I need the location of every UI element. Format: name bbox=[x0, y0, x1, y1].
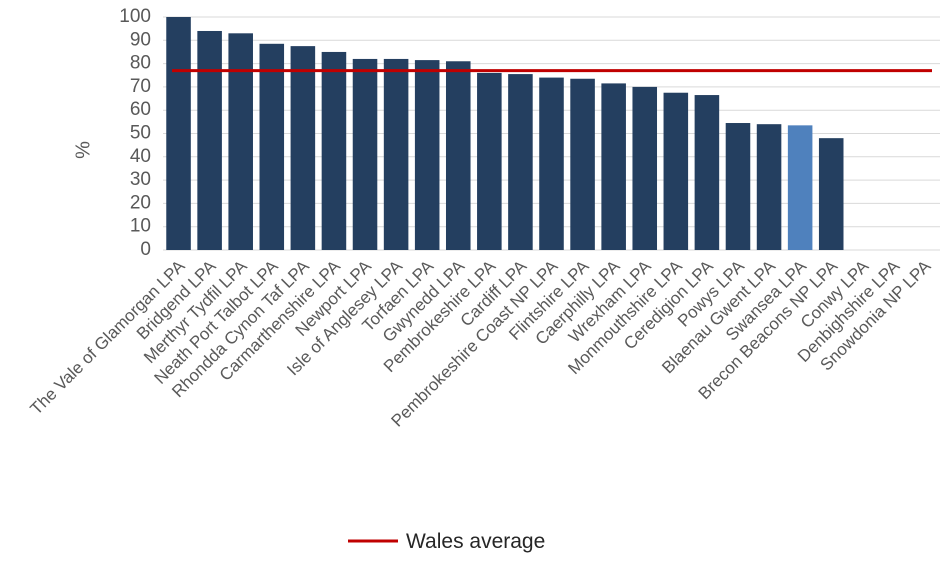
legend-label-wales-average: Wales average bbox=[406, 530, 545, 553]
bar bbox=[228, 33, 253, 251]
bar bbox=[477, 72, 502, 250]
bars bbox=[166, 17, 844, 251]
bar bbox=[166, 17, 191, 250]
y-tick-label: 50 bbox=[130, 123, 151, 144]
bar bbox=[290, 46, 316, 250]
y-tick-label: 10 bbox=[130, 216, 151, 237]
y-tick-label: 40 bbox=[130, 146, 151, 167]
bar bbox=[508, 74, 533, 251]
bar bbox=[352, 58, 378, 250]
y-tick-label: 0 bbox=[140, 239, 151, 260]
bar bbox=[197, 30, 222, 251]
bar bbox=[632, 86, 658, 251]
bar bbox=[321, 51, 347, 251]
y-tick-label: 90 bbox=[130, 29, 151, 50]
bar bbox=[601, 83, 626, 250]
y-tick-label: 70 bbox=[130, 76, 151, 97]
bar bbox=[818, 138, 844, 250]
legend: Wales average bbox=[348, 530, 545, 553]
y-tick-label: 80 bbox=[130, 53, 151, 74]
bar bbox=[445, 61, 471, 250]
y-tick-label: 20 bbox=[130, 192, 151, 213]
bar bbox=[756, 124, 782, 250]
bar bbox=[539, 77, 564, 250]
bar bbox=[259, 43, 285, 250]
bar bbox=[383, 58, 409, 250]
bar bbox=[663, 92, 689, 250]
bar bbox=[787, 125, 813, 250]
y-tick-label: 30 bbox=[130, 169, 151, 190]
y-tick-label: 100 bbox=[119, 6, 151, 27]
bar bbox=[725, 123, 751, 250]
bar bbox=[694, 95, 720, 251]
y-axis-label: % bbox=[72, 141, 94, 159]
bar bbox=[414, 60, 440, 251]
y-tick-label: 60 bbox=[130, 99, 151, 120]
bar bbox=[570, 78, 595, 251]
